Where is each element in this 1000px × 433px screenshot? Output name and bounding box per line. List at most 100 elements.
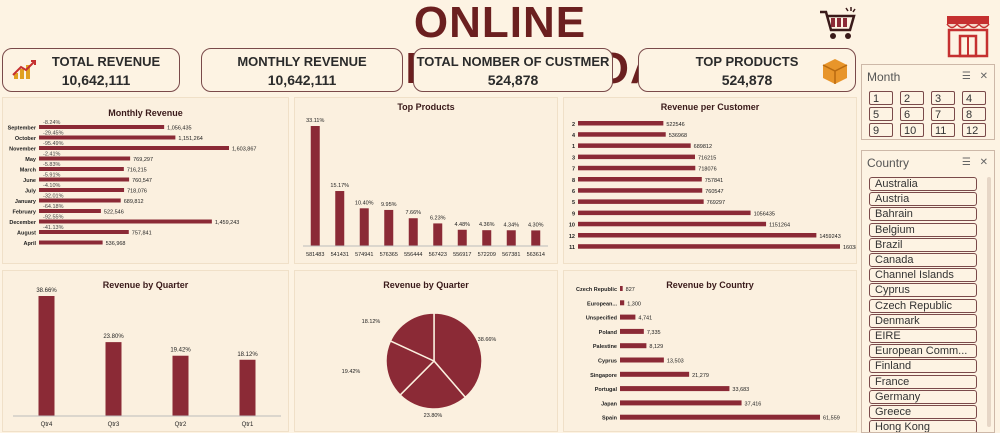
data-label: 536968 — [669, 133, 687, 139]
country-slicer-item[interactable]: Brazil — [869, 237, 977, 252]
country-slicer-item[interactable]: Australia — [869, 177, 977, 191]
slicer-scrollbar[interactable] — [987, 177, 991, 427]
month-slicer-item[interactable]: 4 — [962, 91, 986, 105]
clear-filter-icon[interactable]: ✕ — [979, 157, 988, 168]
data-label: 1,056,435 — [167, 126, 191, 132]
country-slicer-item[interactable]: Austria — [869, 192, 977, 207]
category-label: Palestine — [593, 344, 617, 350]
category-label: September — [8, 126, 37, 132]
data-label: 61,559 — [823, 416, 840, 422]
rising-chart-icon — [12, 60, 36, 79]
data-label: 769297 — [707, 200, 725, 206]
country-slicer-item[interactable]: Finland — [869, 359, 977, 374]
country-slicer-item[interactable]: Bahrain — [869, 207, 977, 222]
kpi-label: TOTAL NOMBER OF CUSTMER — [416, 54, 610, 69]
chart-title: Revenue by Quarter — [383, 280, 469, 290]
chart-title: Revenue per Customer — [660, 102, 760, 112]
data-label: 19.42% — [342, 369, 361, 375]
category-label: Qtr4 — [41, 422, 53, 428]
month-slicer-item[interactable]: 9 — [869, 123, 893, 137]
revenue-by-country-chart: Czech Republic 827 European... 1,300 Unspeci… — [576, 286, 840, 422]
bar — [578, 132, 666, 137]
month-slicer-item[interactable]: 11 — [931, 123, 955, 137]
bar — [506, 230, 516, 246]
bar — [39, 198, 121, 203]
category-label: 8 — [572, 178, 575, 184]
percent-label: -5.83% — [43, 162, 61, 168]
month-slicer-item[interactable]: 12 — [962, 123, 986, 137]
percent-label: -5.91% — [43, 173, 61, 179]
category-label: May — [25, 157, 37, 163]
category-label: Qtr1 — [242, 422, 254, 428]
country-slicer-item[interactable]: Germany — [869, 389, 977, 404]
chart-title: Revenue by Quarter — [102, 280, 189, 290]
country-slicer-item[interactable]: Greece — [869, 405, 977, 419]
data-label: 23.80% — [103, 334, 124, 340]
category-label: April — [23, 241, 36, 247]
data-label: 15.17% — [330, 183, 349, 189]
quarter-pie-chart: 38.66% 23.80% 19.42% 18.12% — [342, 312, 497, 419]
data-label: 536,968 — [106, 241, 126, 247]
data-label: 4,741 — [638, 316, 652, 322]
clear-filter-icon[interactable]: ✕ — [979, 71, 988, 82]
data-label: 38.66% — [478, 337, 497, 343]
kpi-total-revenue: TOTAL REVENUE 10,642,111 — [2, 48, 180, 92]
data-label: 769,297 — [133, 157, 153, 163]
bar — [620, 300, 625, 306]
percent-label: -29.45% — [43, 131, 64, 137]
month-slicer-item[interactable]: 8 — [962, 107, 986, 121]
multi-select-icon[interactable]: ☰ — [961, 157, 971, 168]
country-slicer-item[interactable]: European Comm... — [869, 344, 977, 359]
country-slicer-item[interactable]: EIRE — [869, 329, 977, 343]
country-slicer-item[interactable]: Hong Kong — [869, 420, 977, 432]
month-slicer-item[interactable]: 5 — [869, 107, 893, 121]
bar — [39, 230, 129, 234]
category-label: Singapore — [590, 373, 617, 379]
multi-select-icon[interactable]: ☰ — [961, 71, 971, 82]
data-label: 718076 — [698, 167, 716, 173]
data-label: 8,129 — [649, 344, 663, 350]
country-slicer-item[interactable]: Channel Islands — [869, 268, 977, 283]
data-label: 718,076 — [127, 189, 147, 195]
kpi-value: 10,642,111 — [267, 72, 337, 88]
category-label: Cyprus — [598, 359, 617, 365]
category-label: January — [15, 199, 37, 205]
country-slicer-item[interactable]: Czech Republic — [869, 298, 977, 313]
country-slicer: Country ☰ ✕ Australia Austria Bahrain Belgi… — [861, 150, 995, 433]
month-slicer-item[interactable]: 3 — [931, 91, 955, 105]
bar — [39, 209, 101, 213]
month-slicer-item[interactable]: 7 — [931, 107, 955, 121]
data-label: 716215 — [698, 155, 716, 161]
category-label: 572209 — [478, 252, 496, 258]
country-slicer-item[interactable]: Canada — [869, 253, 977, 267]
bar — [620, 386, 730, 392]
bar — [578, 143, 691, 148]
country-slicer-item[interactable]: Belgium — [869, 222, 977, 237]
country-slicer-item[interactable]: Denmark — [869, 313, 977, 328]
monthly-revenue-panel: Monthly Revenue September 1,056,435 -8.24%… — [2, 97, 289, 264]
kpi-top-products: TOP PRODUCTS 524,878 — [638, 48, 856, 92]
bar — [39, 125, 165, 129]
bar — [620, 400, 742, 406]
percent-label: -8.24% — [43, 120, 61, 126]
month-slicer-item[interactable]: 1 — [869, 91, 893, 105]
data-label: 4.48% — [454, 222, 470, 228]
data-label: 522546 — [666, 122, 684, 128]
month-slicer-item[interactable]: 10 — [900, 123, 924, 137]
month-slicer-item[interactable]: 2 — [900, 91, 924, 105]
category-label: June — [23, 178, 36, 184]
category-label: Czech Republic — [576, 287, 617, 293]
category-label: 567381 — [502, 252, 520, 258]
category-label: European... — [587, 301, 617, 307]
data-label: 757841 — [705, 178, 723, 184]
top-products-chart: 33.11% 581483 15.17% 541431 10.40% 574941 9.95… — [303, 118, 548, 258]
category-label: 574941 — [355, 252, 373, 258]
data-label: 1056435 — [754, 211, 775, 217]
data-label: 7.66% — [405, 210, 421, 216]
kpi-total-customers: TOTAL NOMBER OF CUSTMER 524,878 — [413, 48, 613, 92]
month-slicer-item[interactable]: 6 — [900, 107, 924, 121]
bar — [578, 165, 696, 171]
bar — [239, 359, 256, 416]
country-slicer-item[interactable]: Cyprus — [869, 283, 977, 298]
country-slicer-item[interactable]: France — [869, 374, 977, 389]
